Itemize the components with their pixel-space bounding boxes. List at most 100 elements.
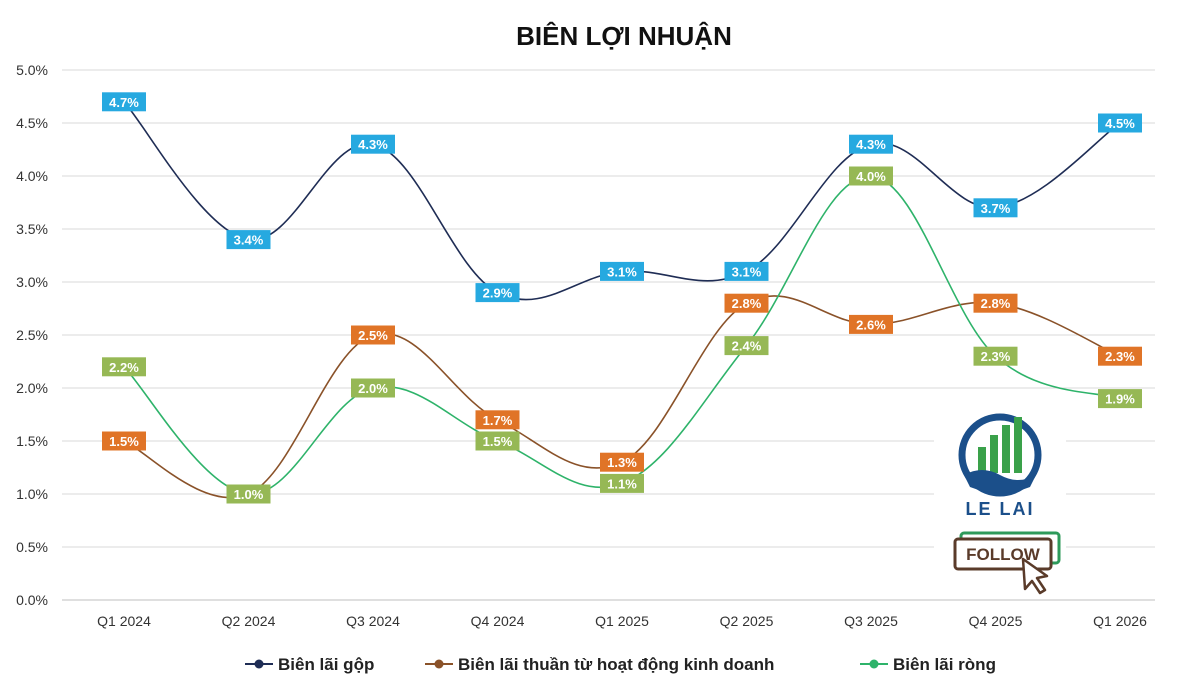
y-tick-label: 3.5% — [16, 221, 48, 237]
follow-button[interactable]: FOLLOW — [953, 531, 1061, 595]
legend-item-3: Biên lãi ròng — [860, 655, 996, 674]
data-label-text: 2.2% — [109, 360, 139, 375]
y-tick-label: 2.0% — [16, 380, 48, 396]
data-label-box — [973, 293, 1018, 313]
legend-label: Biên lãi ròng — [893, 655, 996, 674]
x-tick-label: Q1 2024 — [97, 613, 151, 629]
y-tick-label: 0.0% — [16, 592, 48, 608]
data-label-box — [600, 452, 644, 472]
data-label: 4.5% — [1098, 113, 1142, 133]
data-label: 2.0% — [351, 378, 395, 398]
data-label: 1.0% — [226, 484, 271, 504]
data-label: 2.3% — [973, 346, 1018, 366]
data-label-box — [102, 357, 146, 377]
legend-item-1: Biên lãi gộp — [245, 655, 374, 674]
data-label-box — [849, 134, 893, 154]
data-label: 1.3% — [600, 452, 644, 472]
legend-item-2: Biên lãi thuần từ hoạt động kinh doanh — [425, 655, 774, 674]
y-tick-label: 2.5% — [16, 327, 48, 343]
data-label: 2.3% — [1098, 346, 1142, 366]
data-label: 2.6% — [849, 314, 893, 334]
data-label-text: 2.9% — [483, 286, 513, 301]
data-label-text: 2.8% — [981, 296, 1011, 311]
data-label-text: 4.3% — [358, 137, 388, 152]
data-label-box — [600, 473, 644, 493]
data-label-box — [475, 283, 520, 303]
data-label-box — [973, 346, 1018, 366]
data-label-text: 3.1% — [732, 264, 762, 279]
data-label: 4.0% — [849, 166, 893, 186]
data-label-box — [1098, 113, 1142, 133]
data-label-box — [973, 198, 1018, 218]
data-label: 2.2% — [102, 357, 146, 377]
data-label: 1.5% — [102, 431, 146, 451]
data-label-box — [475, 431, 520, 451]
x-tick-label: Q1 2026 — [1093, 613, 1147, 629]
data-label-box — [1098, 346, 1142, 366]
data-label-box — [849, 314, 893, 334]
data-label: 1.5% — [475, 431, 520, 451]
data-label-box — [600, 261, 644, 281]
data-label-box — [475, 410, 520, 430]
data-label: 4.3% — [849, 134, 893, 154]
data-label-text: 2.3% — [981, 349, 1011, 364]
data-label-text: 2.0% — [358, 381, 388, 396]
data-label: 1.1% — [600, 473, 644, 493]
data-label: 3.1% — [724, 261, 769, 281]
data-label-text: 2.4% — [732, 339, 762, 354]
y-tick-label: 1.0% — [16, 486, 48, 502]
logo-bar-3 — [1002, 425, 1010, 473]
data-label: 1.9% — [1098, 389, 1142, 409]
data-label-text: 4.3% — [856, 137, 886, 152]
data-label: 2.5% — [351, 325, 395, 345]
y-axis: 0.0% 0.5% 1.0% 1.5% 2.0% 2.5% 3.0% 3.5% 4.0% 4.5%… — [16, 62, 48, 608]
cursor-icon — [1021, 557, 1049, 595]
data-label-text: 4.0% — [856, 169, 886, 184]
data-label-text: 4.7% — [109, 95, 139, 110]
data-label-text: 1.0% — [234, 487, 264, 502]
legend-marker — [434, 659, 444, 669]
data-label-text: 3.1% — [607, 264, 637, 279]
data-label-text: 1.1% — [607, 476, 637, 491]
y-tick-label: 3.0% — [16, 274, 48, 290]
data-label-box — [1098, 389, 1142, 409]
data-label-box — [226, 484, 271, 504]
data-label: 3.1% — [600, 261, 644, 281]
logo-wave — [964, 470, 1036, 493]
data-label-text: 1.7% — [483, 413, 513, 428]
x-tick-label: Q2 2024 — [222, 613, 276, 629]
data-label: 2.8% — [973, 293, 1018, 313]
legend: Biên lãi gộp Biên lãi thuần từ hoạt động … — [245, 655, 996, 674]
data-label-text: 2.5% — [358, 328, 388, 343]
y-tick-label: 4.0% — [16, 168, 48, 184]
data-label: 4.7% — [102, 92, 146, 112]
y-tick-label: 1.5% — [16, 433, 48, 449]
data-label-box — [102, 431, 146, 451]
data-label-text: 2.3% — [1105, 349, 1135, 364]
legend-label: Biên lãi gộp — [278, 655, 374, 674]
data-label: 2.8% — [724, 293, 769, 313]
data-label-box — [351, 325, 395, 345]
follow-text: FOLLOW — [966, 545, 1041, 564]
data-label-text: 1.9% — [1105, 392, 1135, 407]
data-label-box — [226, 230, 271, 250]
x-tick-label: Q4 2025 — [969, 613, 1023, 629]
legend-label: Biên lãi thuần từ hoạt động kinh doanh — [458, 655, 774, 674]
data-label: 3.4% — [226, 230, 271, 250]
data-label-box — [724, 293, 769, 313]
x-tick-label: Q1 2025 — [595, 613, 649, 629]
x-tick-label: Q3 2025 — [844, 613, 898, 629]
data-label: 1.7% — [475, 410, 520, 430]
y-tick-label: 4.5% — [16, 115, 48, 131]
x-tick-label: Q2 2025 — [720, 613, 774, 629]
y-tick-label: 0.5% — [16, 539, 48, 555]
legend-marker — [869, 659, 879, 669]
legend-marker — [254, 659, 264, 669]
data-label-text: 2.8% — [732, 296, 762, 311]
data-label-text: 1.5% — [109, 434, 139, 449]
logo-text: LE LAI — [966, 499, 1035, 519]
data-label-text: 3.7% — [981, 201, 1011, 216]
data-label-text: 4.5% — [1105, 116, 1135, 131]
data-label-box — [724, 336, 769, 356]
data-label-text: 1.5% — [483, 434, 513, 449]
